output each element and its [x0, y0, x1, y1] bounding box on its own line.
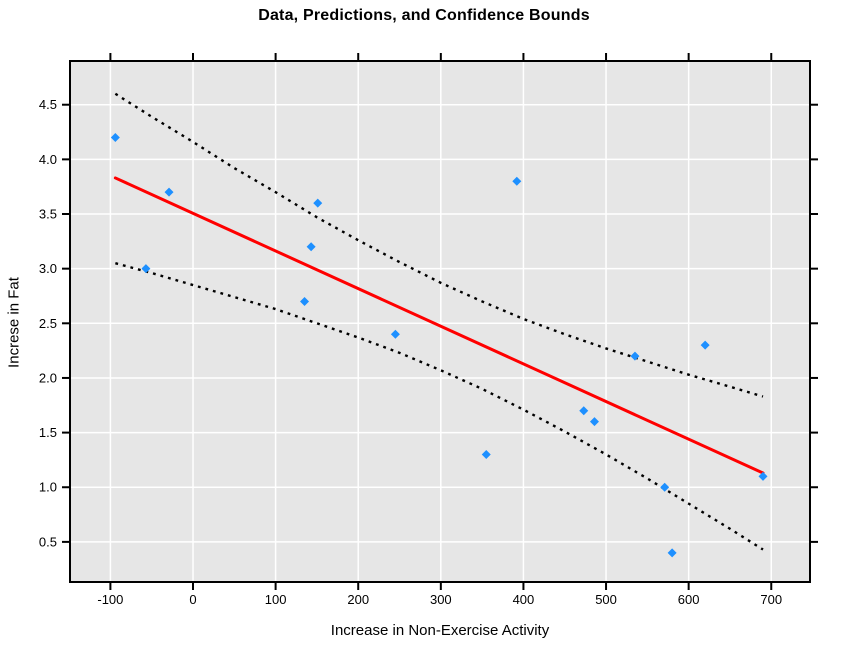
plot-border: [69, 60, 811, 583]
y-tick-label: 1.0: [39, 480, 57, 495]
x-tick-label: 200: [347, 592, 369, 607]
data-point: [758, 471, 768, 481]
lower-confidence-bound-line: [115, 262, 764, 551]
data-point: [141, 264, 151, 274]
x-tick-label: 300: [430, 592, 452, 607]
data-point: [512, 176, 522, 186]
y-tick-label: 3.0: [39, 261, 57, 276]
data-point: [300, 296, 310, 306]
data-point: [110, 133, 120, 143]
data-point: [667, 548, 677, 558]
x-tick-label: 100: [265, 592, 287, 607]
data-point: [660, 482, 670, 492]
x-axis-title: Increase in Non-Exercise Activity: [330, 622, 550, 639]
data-point: [589, 417, 599, 427]
y-tick-label: 0.5: [39, 534, 57, 549]
data-point: [390, 329, 400, 339]
x-tick-label: 700: [760, 592, 782, 607]
chart-title: Data, Predictions, and Confidence Bounds: [258, 7, 590, 24]
x-tick-label: 400: [513, 592, 535, 607]
x-tick-label: 600: [678, 592, 700, 607]
data-point: [164, 187, 174, 197]
upper-confidence-bound-line: [114, 92, 764, 398]
x-tick-label: -100: [97, 592, 123, 607]
data-point: [700, 340, 710, 350]
x-tick-label: 0: [189, 592, 196, 607]
y-tick-label: 1.5: [39, 425, 57, 440]
y-tick-label: 2.5: [39, 316, 57, 331]
data-point: [306, 242, 316, 252]
prediction-line: [113, 176, 765, 475]
data-point: [313, 198, 323, 208]
y-tick-label: 2.0: [39, 370, 57, 385]
y-tick-label: 3.5: [39, 207, 57, 222]
plot-background: [70, 61, 810, 582]
data-point: [579, 406, 589, 416]
y-tick-label: 4.0: [39, 152, 57, 167]
x-tick-label: 500: [595, 592, 617, 607]
y-axis-title: Increse in Fat: [5, 277, 23, 368]
data-point: [630, 351, 640, 361]
data-point: [481, 449, 491, 459]
y-tick-label: 4.5: [39, 97, 57, 112]
